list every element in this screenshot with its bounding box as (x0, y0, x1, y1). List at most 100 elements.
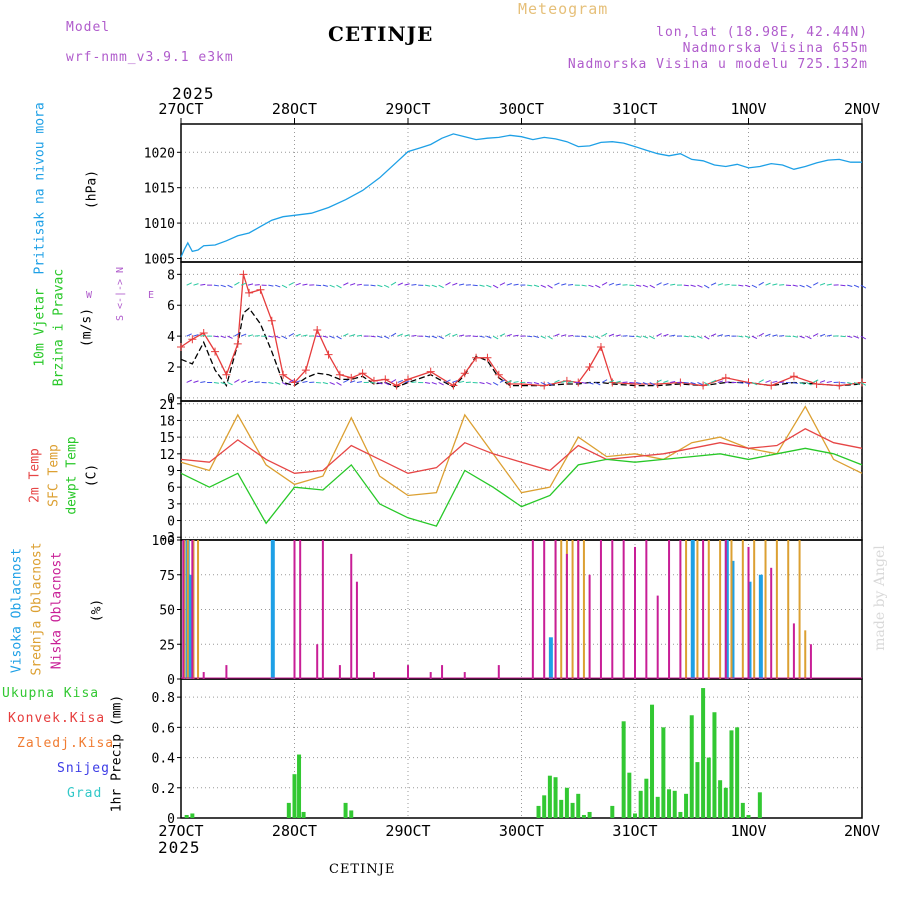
wind-barb (356, 283, 363, 286)
wind-barb (717, 380, 723, 383)
wind-barb (411, 284, 417, 286)
wind-barb (281, 284, 288, 289)
wind-barb (377, 381, 383, 385)
wind-barb (288, 379, 295, 383)
low-cloud-bar (441, 665, 444, 679)
wind-barb (383, 335, 390, 339)
wind-barb (636, 381, 642, 385)
wind-barb (247, 283, 254, 286)
mid-cloud-bar (798, 540, 801, 679)
wind-barb (506, 380, 512, 383)
wind-barb (200, 381, 206, 383)
wind-barb (561, 334, 567, 337)
wind-barb (690, 335, 696, 338)
panel-frame (180, 678, 863, 819)
low-cloud-bar (299, 540, 302, 679)
wind-barb (751, 284, 758, 289)
wind-barb (860, 284, 867, 289)
wind-speed-marker (188, 335, 197, 344)
wind-barb (744, 335, 751, 339)
wind-barb (812, 379, 819, 383)
precip-bar (667, 789, 672, 818)
low-cloud-bar (338, 665, 341, 679)
wind-barb (642, 381, 649, 385)
wind-barb (765, 333, 771, 337)
wind-barb (636, 284, 642, 287)
wind-speed-marker (562, 376, 571, 385)
precip-bar (349, 810, 354, 818)
wind-speed-marker (335, 370, 344, 379)
wind-barb (717, 283, 723, 286)
precip-bar (564, 787, 569, 818)
wind-barb (533, 284, 540, 288)
precip-bar (292, 774, 297, 818)
low-cloud-bar (809, 644, 812, 679)
mid-cloud-bar (186, 540, 189, 679)
wind-barb (738, 335, 744, 338)
wind-barb (615, 334, 621, 337)
mid-cloud-bar (741, 540, 744, 679)
wind-barb (295, 333, 301, 337)
wind-barb (703, 284, 710, 289)
mid-cloud-bar (804, 630, 807, 679)
wind-barb (819, 380, 826, 383)
mid-cloud-bar (730, 540, 733, 679)
wind-barb (390, 281, 397, 286)
wind-barb (397, 379, 403, 383)
low-cloud-bar (350, 553, 353, 679)
wind-barb (826, 334, 832, 337)
wind-barb (656, 379, 662, 383)
wind-speed-marker (267, 316, 276, 325)
wind-barb (186, 282, 192, 286)
low-cloud-bar (321, 540, 324, 679)
wind-speed-marker (494, 370, 503, 379)
precip-bar (536, 805, 541, 818)
wind-barb (349, 283, 356, 286)
y-tick-label: 0 (167, 673, 175, 688)
wind-barb (792, 381, 798, 385)
wind-barb (847, 284, 853, 287)
wind-barb (404, 334, 410, 337)
x-tick-label-top: 27OCT (158, 100, 203, 118)
wind-barb (840, 381, 846, 384)
wind-barb (445, 332, 451, 337)
wind-barb (547, 335, 553, 340)
mid-cloud-bar (775, 540, 778, 679)
wind-speed-marker (324, 350, 333, 359)
wind-barb (710, 282, 717, 286)
low-cloud-bar (792, 623, 795, 679)
dir-east: E (148, 290, 154, 301)
wind-barb (799, 284, 805, 288)
wind-barb (670, 381, 676, 383)
low-cloud-bar (407, 665, 409, 679)
wind-barb (533, 335, 540, 339)
wind-barb (370, 335, 376, 338)
wind-speed-marker (721, 373, 730, 382)
y-tick-label: 18 (159, 414, 175, 429)
wind-barb (322, 381, 328, 385)
mid-cloud-bar (764, 540, 767, 679)
x-tick-label-bottom: 1NOV (730, 822, 766, 840)
wind-barb (411, 335, 417, 337)
low-cloud-bar (702, 540, 705, 679)
wind-barb (499, 282, 506, 286)
low-cloud-bar (355, 581, 358, 679)
low-cloud-bar (645, 540, 648, 679)
wind-speed-marker (369, 376, 378, 385)
precip-bar (655, 796, 660, 818)
precip-bar (740, 802, 745, 818)
wind-barb (806, 382, 812, 386)
wind-barb (377, 284, 383, 288)
wind-barb (288, 282, 295, 286)
wind-barb (649, 335, 655, 340)
low-cloud-bar (316, 644, 319, 679)
wind-barb (445, 379, 451, 383)
sfc-temp-line (180, 405, 863, 497)
wind-speed-marker (596, 342, 605, 351)
precip-bar (190, 813, 195, 818)
y-tick-label: 1010 (144, 217, 175, 232)
wind-barb (540, 382, 546, 386)
wind-barb (479, 284, 485, 287)
low-cloud-bar (588, 574, 591, 679)
wind-barb (431, 335, 437, 339)
